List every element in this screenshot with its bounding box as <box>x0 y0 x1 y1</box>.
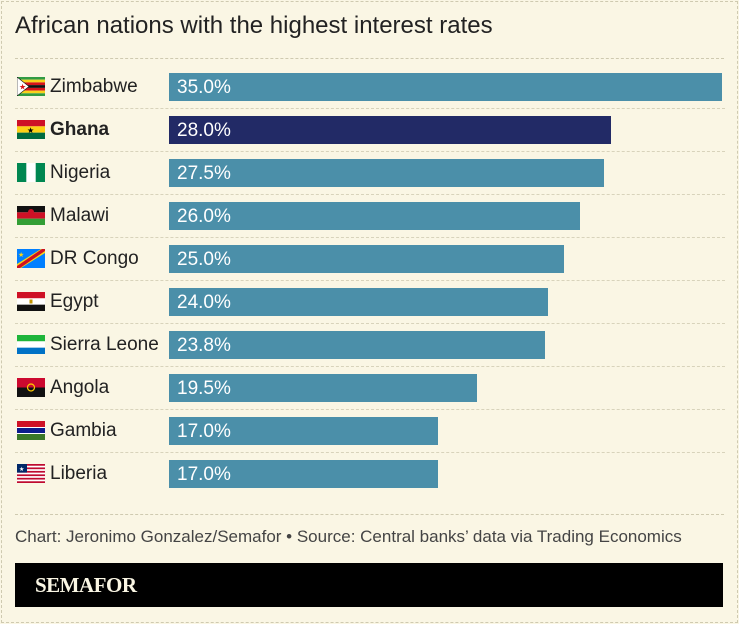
svg-text:★: ★ <box>18 251 24 259</box>
flag-dr-congo-icon: ★ <box>17 249 45 268</box>
value-label: 27.5% <box>177 163 231 184</box>
bar-row: Egypt 24.0% <box>15 281 725 324</box>
category-label: Sierra Leone <box>50 334 159 355</box>
category-label: Liberia <box>50 463 108 484</box>
bar-row: Malawi 26.0% <box>15 195 725 238</box>
category-label: Gambia <box>50 420 117 441</box>
flag-gambia-icon <box>17 421 45 440</box>
bar-egypt: 24.0% <box>169 288 549 316</box>
value-label: 24.0% <box>177 292 231 313</box>
chart-title: African nations with the highest interes… <box>15 12 493 39</box>
value-label: 28.0% <box>177 120 231 141</box>
semafor-logo: SEMAFOR <box>35 573 137 597</box>
flag-liberia-icon: ★ <box>17 464 45 483</box>
bar-row: ★ Liberia 17.0% <box>15 453 725 496</box>
bar-zimbabwe: 35.0% <box>169 73 722 101</box>
svg-text:★: ★ <box>27 126 34 135</box>
bar-row: ★ Zimbabwe 35.0% <box>15 66 725 109</box>
value-label: 23.8% <box>177 335 231 356</box>
divider <box>15 514 724 515</box>
bar-row: Nigeria 27.5% <box>15 152 725 195</box>
bar-row: ★ Ghana 28.0% <box>15 109 725 152</box>
bar-sierra-leone: 23.8% <box>169 331 546 359</box>
category-label: Angola <box>50 377 110 398</box>
bar-malawi: 26.0% <box>169 202 580 230</box>
bar-row: ★ DR Congo 25.0% <box>15 238 725 281</box>
brand-bar: SEMAFOR <box>15 563 723 607</box>
category-label: DR Congo <box>50 248 139 269</box>
bar-row: Gambia 17.0% <box>15 410 725 453</box>
bar-angola: 19.5% <box>169 374 478 402</box>
bar-row: Sierra Leone 23.8% <box>15 324 725 367</box>
source-credit: Chart: Jeronimo Gonzalez/Semafor • Sourc… <box>15 527 682 546</box>
value-label: 17.0% <box>177 421 231 442</box>
flag-angola-icon <box>17 378 45 397</box>
value-label: 17.0% <box>177 464 231 485</box>
bar-ghana: 28.0% <box>169 116 612 144</box>
category-label: Nigeria <box>50 162 111 183</box>
bar-row: Angola 19.5% <box>15 367 725 410</box>
category-label: Zimbabwe <box>50 76 138 97</box>
value-label: 26.0% <box>177 206 231 227</box>
bar-chart: ★ Zimbabwe 35.0% ★ Ghana 28.0% Nigeria 27.5% Mal… <box>15 66 725 496</box>
value-label: 25.0% <box>177 249 231 270</box>
flag-egypt-icon <box>17 292 45 311</box>
value-label: 19.5% <box>177 378 231 399</box>
bar-gambia: 17.0% <box>169 417 438 445</box>
category-label: Malawi <box>50 205 110 226</box>
bar-liberia: 17.0% <box>169 460 438 488</box>
divider <box>15 58 724 59</box>
flag-malawi-icon <box>17 206 45 225</box>
flag-sierra-leone-icon <box>17 335 45 354</box>
bar-nigeria: 27.5% <box>169 159 604 187</box>
flag-ghana-icon: ★ <box>17 120 45 139</box>
bar-dr-congo: 25.0% <box>169 245 564 273</box>
svg-text:★: ★ <box>19 83 26 92</box>
svg-text:★: ★ <box>19 466 24 473</box>
flag-zimbabwe-icon: ★ <box>17 77 45 96</box>
category-label: Egypt <box>50 291 99 312</box>
category-label: Ghana <box>50 119 110 140</box>
flag-nigeria-icon <box>17 163 45 182</box>
value-label: 35.0% <box>177 77 231 98</box>
